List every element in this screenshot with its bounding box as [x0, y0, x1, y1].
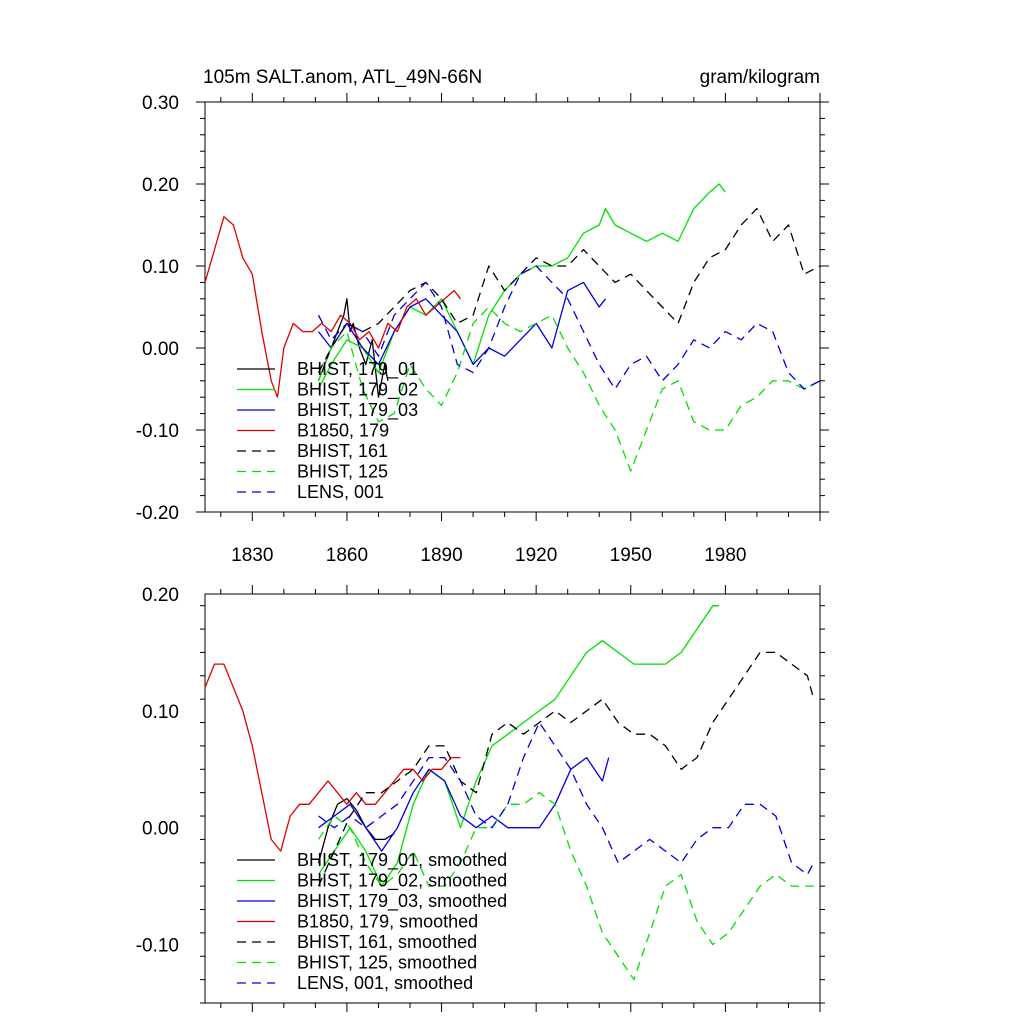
x-tick-label: 1860: [326, 545, 368, 566]
legend-label: BHIST, 125, smoothed: [297, 953, 477, 973]
top-panel: -0.20 -0.10 0.00 0.10 0.20 0.30 1830 1860 1890 19…: [136, 93, 829, 566]
y-tick-label: -0.20: [136, 503, 179, 524]
series-line: [318, 756, 610, 852]
x-tick-label: 1950: [610, 545, 652, 566]
y-tick-label: 0.10: [142, 702, 179, 723]
legend-label: BHIST, 179_03, smoothed: [297, 891, 507, 912]
series-line: [204, 216, 462, 398]
legend-label: LENS, 001, smoothed: [297, 973, 473, 993]
series-line: [317, 605, 720, 887]
legend-label: B1850, 179, smoothed: [297, 912, 478, 932]
plot-frame: [204, 101, 821, 513]
y-tick-label: -0.10: [136, 421, 179, 442]
series-line: [317, 265, 821, 390]
y-tick-label: 0.00: [142, 819, 179, 840]
series-line: [318, 721, 815, 876]
x-tick-label: 1890: [420, 545, 462, 566]
legend-label: BHIST, 161, smoothed: [297, 932, 477, 952]
series-line: [204, 663, 461, 852]
legend-label: BHIST, 161: [297, 441, 388, 461]
legend-label: BHIST, 179_03: [297, 400, 418, 421]
series-line: [317, 792, 814, 981]
chart-title-right: gram/kilogram: [700, 67, 820, 88]
y-tick-label: 0.20: [142, 175, 179, 196]
chart-title-left: 105m SALT.anom, ATL_49N-66N: [203, 67, 482, 88]
series-line: [317, 306, 821, 472]
series-line: [317, 651, 815, 887]
y-tick-label: -0.10: [136, 936, 179, 957]
legend-label: BHIST, 125: [297, 462, 388, 482]
y-tick-label: 0.20: [142, 585, 179, 606]
legend-label: B1850, 179: [297, 421, 389, 441]
x-tick-label: 1830: [231, 545, 273, 566]
legend-label: BHIST, 179_02: [297, 380, 418, 401]
plot-frame: [204, 593, 821, 1004]
legend-label: BHIST, 179_01: [297, 359, 418, 380]
x-tick-label: 1980: [704, 545, 746, 566]
legend-label: LENS, 001: [297, 482, 384, 502]
x-tick-label: 1920: [515, 545, 557, 566]
legend-label: BHIST, 179_02, smoothed: [297, 871, 507, 892]
legend-label: BHIST, 179_01, smoothed: [297, 850, 507, 871]
y-tick-label: 0.00: [142, 339, 179, 360]
y-tick-label: 0.30: [142, 93, 179, 114]
y-tick-label: 0.10: [142, 257, 179, 278]
series-line: [317, 207, 821, 373]
bottom-panel: -0.10 0.00 0.10 0.20 BHIST, 179_01, smoothed…: [136, 585, 825, 1012]
